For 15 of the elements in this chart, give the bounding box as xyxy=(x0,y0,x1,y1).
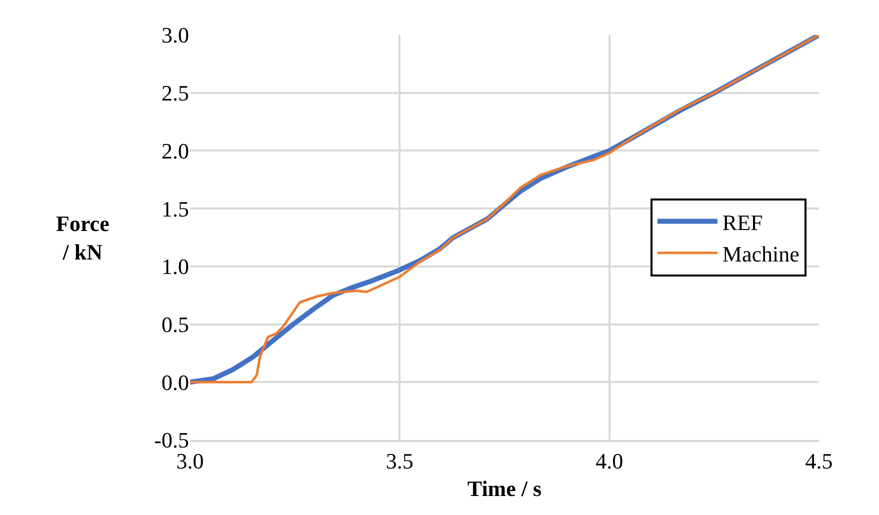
y-axis-title: Force / kN xyxy=(56,211,110,265)
y-tick-label: 1.5 xyxy=(162,196,189,222)
y-tick-label: -0.5 xyxy=(154,428,189,453)
x-axis-title: Time / s xyxy=(467,476,542,501)
x-tick-label: 4.0 xyxy=(596,448,624,474)
x-tick-label: 3.5 xyxy=(386,448,414,474)
x-tick-label: 4.5 xyxy=(805,448,833,474)
y-tick-label: 2.5 xyxy=(162,80,189,106)
y-tick-label: 0.5 xyxy=(162,312,189,337)
y-tick-label: 3.0 xyxy=(162,22,189,48)
y-tick-label: 0.0 xyxy=(162,370,189,395)
y-tick-label: 2.0 xyxy=(162,138,189,164)
legend-label: REF xyxy=(722,210,763,235)
legend-label: Machine xyxy=(722,241,800,266)
y-tick-label: 1.0 xyxy=(162,254,189,280)
